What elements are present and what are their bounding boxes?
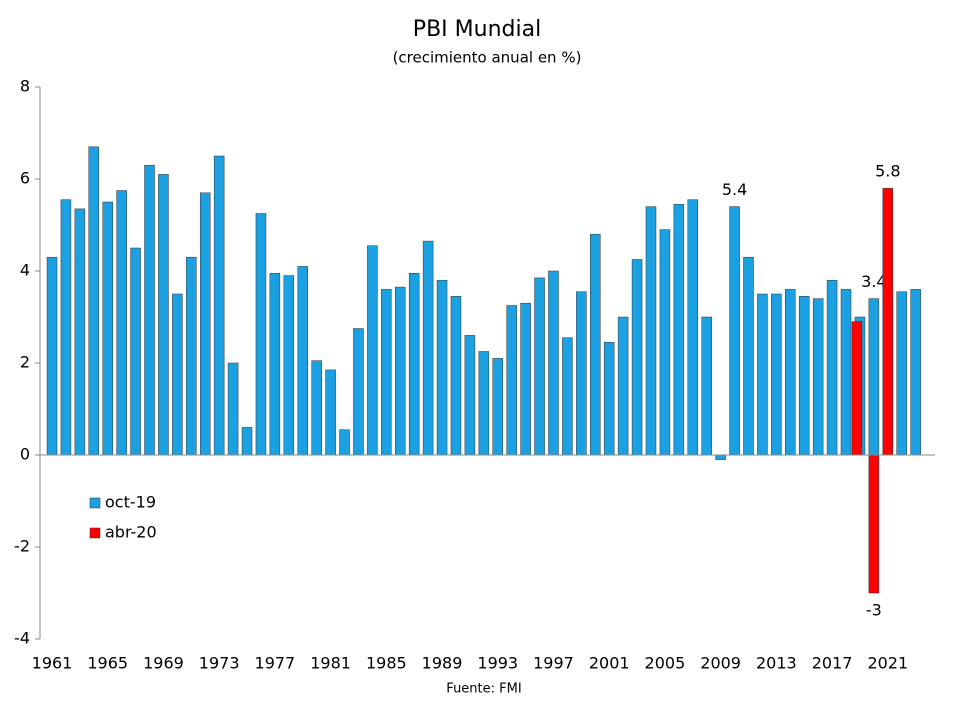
bar — [562, 337, 573, 456]
data-label: 3.4 — [861, 272, 886, 291]
legend-label: oct-19 — [105, 493, 156, 512]
bar — [520, 302, 531, 456]
bar — [241, 427, 253, 456]
bar — [868, 298, 880, 456]
bar — [798, 296, 810, 456]
x-tick-label: 1961 — [32, 654, 73, 673]
y-tick-label: -2 — [14, 537, 30, 556]
bar — [422, 240, 434, 456]
bar — [283, 275, 295, 456]
bar — [478, 351, 490, 456]
bar — [339, 429, 350, 456]
bar — [743, 256, 754, 456]
data-label: -3 — [866, 601, 882, 620]
x-tick-label: 1981 — [310, 654, 351, 673]
bar — [74, 208, 86, 456]
y-tick-label: 2 — [20, 353, 30, 372]
bar — [436, 279, 448, 456]
bar — [367, 245, 378, 456]
x-tick-label: 2013 — [756, 654, 797, 673]
bar — [757, 293, 768, 456]
bar — [144, 164, 155, 456]
x-tick-label: 1985 — [366, 654, 407, 673]
y-tick-label: 4 — [20, 261, 30, 280]
bar — [631, 259, 643, 456]
bar — [576, 291, 587, 456]
bar — [851, 321, 863, 456]
bar — [771, 293, 782, 456]
bar — [450, 296, 462, 456]
legend-swatch — [89, 497, 101, 509]
bar — [840, 289, 852, 456]
bar — [868, 454, 880, 594]
bar — [548, 270, 559, 456]
chart-subtitle: (crecimiento anual en %) — [393, 49, 582, 67]
bar — [172, 293, 183, 456]
y-tick-label: 0 — [20, 445, 30, 464]
bar — [408, 273, 420, 456]
bar — [311, 360, 322, 456]
bar — [255, 213, 267, 456]
bar — [213, 155, 225, 456]
y-tick-label: 8 — [20, 77, 30, 96]
x-tick-label: 1965 — [87, 654, 128, 673]
bar — [60, 199, 72, 456]
bar — [46, 256, 58, 456]
x-tick-label: 1997 — [533, 654, 574, 673]
bar — [492, 358, 504, 456]
bar — [715, 454, 726, 460]
bar — [603, 342, 615, 456]
bar — [158, 174, 169, 456]
bar — [130, 247, 141, 456]
bar — [506, 305, 517, 456]
x-tick-label: 2021 — [867, 654, 908, 673]
bar — [659, 229, 671, 456]
legend-swatch — [89, 527, 101, 539]
x-tick-label: 1989 — [422, 654, 463, 673]
bar — [882, 187, 894, 456]
bar — [102, 201, 113, 456]
x-tick-label: 1993 — [477, 654, 518, 673]
bar — [673, 204, 685, 456]
bar — [186, 256, 197, 456]
bar — [826, 279, 838, 456]
bar — [645, 206, 657, 456]
bar — [785, 289, 796, 456]
x-tick-label: 2009 — [700, 654, 741, 673]
bar — [116, 190, 127, 456]
x-tick-label: 1969 — [143, 654, 184, 673]
chart-title: PBI Mundial — [413, 17, 541, 42]
x-tick-label: 2017 — [812, 654, 853, 673]
bar — [199, 192, 211, 456]
bar — [297, 266, 308, 456]
y-tick-label: -4 — [14, 629, 30, 648]
bar — [910, 289, 921, 456]
bar — [269, 273, 281, 456]
bar — [617, 316, 629, 456]
bar — [381, 289, 392, 456]
bar — [687, 199, 699, 456]
legend-label: abr-20 — [105, 523, 157, 542]
x-tick-label: 2001 — [589, 654, 630, 673]
y-tick-label: 6 — [20, 169, 30, 188]
bar — [395, 286, 406, 456]
bar — [227, 362, 239, 456]
bar — [701, 316, 712, 456]
bar — [534, 277, 545, 456]
bar — [590, 233, 601, 456]
source: Fuente: FMI — [446, 682, 521, 697]
x-tick-label: 1973 — [199, 654, 240, 673]
bar — [464, 335, 476, 456]
bar — [325, 369, 336, 456]
bar — [896, 291, 907, 456]
x-tick-label: 1977 — [255, 654, 296, 673]
bar — [353, 328, 364, 456]
bar — [812, 298, 824, 456]
x-tick-label: 2005 — [645, 654, 686, 673]
data-label: 5.4 — [722, 180, 747, 199]
data-label: 5.8 — [875, 162, 900, 181]
bar — [88, 146, 100, 456]
bar — [729, 206, 740, 456]
